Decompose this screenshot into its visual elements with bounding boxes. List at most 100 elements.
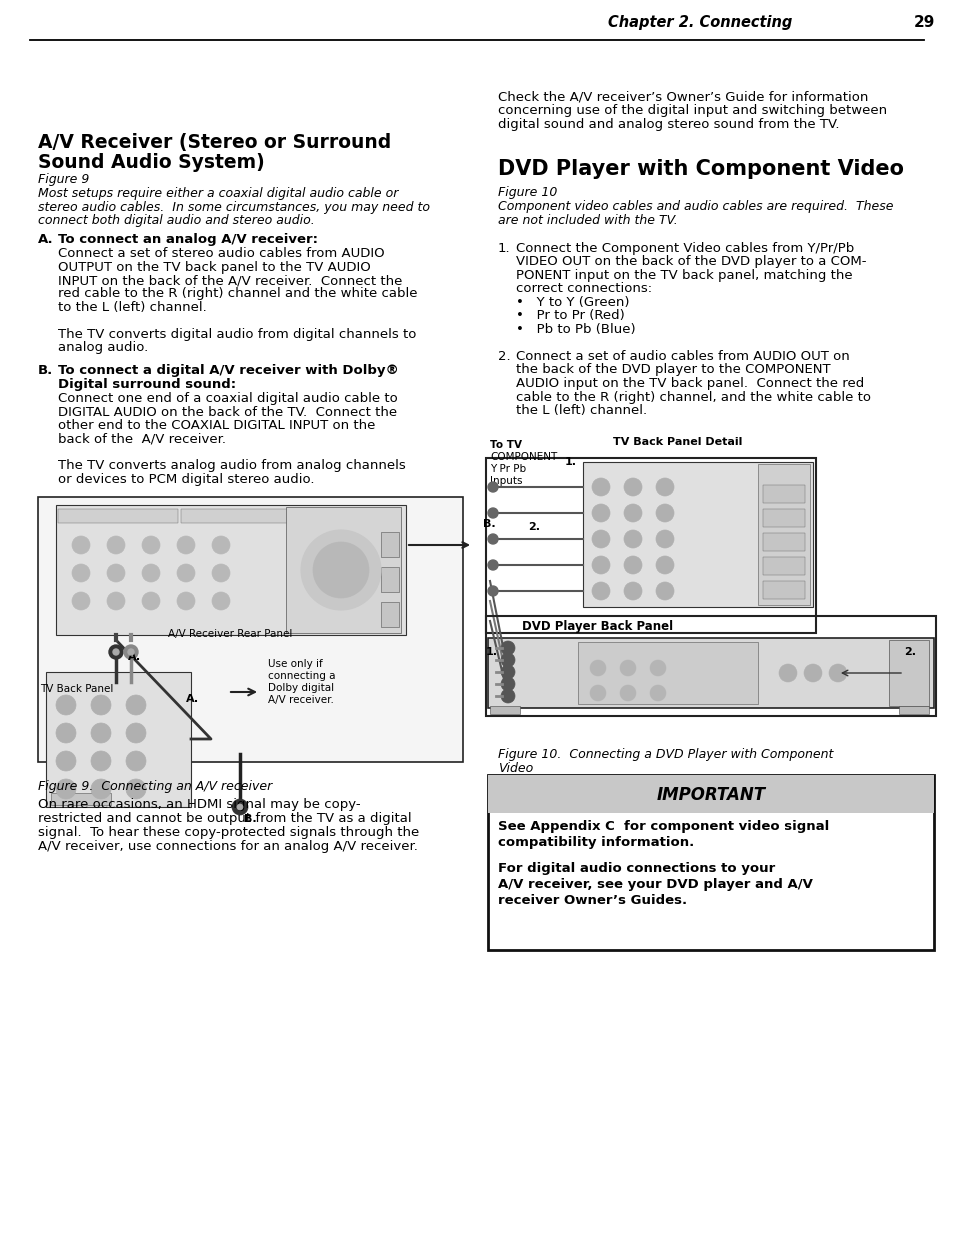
Bar bbox=[582, 462, 812, 606]
Circle shape bbox=[589, 659, 605, 676]
Circle shape bbox=[91, 695, 111, 715]
Text: the back of the DVD player to the COMPONENT: the back of the DVD player to the COMPON… bbox=[516, 363, 830, 377]
Circle shape bbox=[126, 722, 146, 743]
Text: Connect one end of a coaxial digital audio cable to: Connect one end of a coaxial digital aud… bbox=[58, 391, 397, 405]
Text: A/V receiver, use connections for an analog A/V receiver.: A/V receiver, use connections for an ana… bbox=[38, 840, 417, 853]
Text: •   Y to Y (Green): • Y to Y (Green) bbox=[516, 296, 629, 309]
Text: DIGITAL AUDIO on the back of the TV.  Connect the: DIGITAL AUDIO on the back of the TV. Con… bbox=[58, 405, 396, 419]
Text: COMPONENT: COMPONENT bbox=[490, 452, 557, 462]
Bar bbox=[578, 642, 758, 704]
Circle shape bbox=[488, 534, 497, 543]
Text: 1.: 1. bbox=[485, 647, 497, 657]
Text: Sound Audio System): Sound Audio System) bbox=[38, 153, 265, 172]
Circle shape bbox=[619, 685, 636, 701]
Text: The TV converts digital audio from digital channels to: The TV converts digital audio from digit… bbox=[58, 329, 416, 341]
Text: B.: B. bbox=[244, 814, 256, 824]
Circle shape bbox=[212, 564, 230, 582]
Text: 29: 29 bbox=[912, 15, 934, 30]
Text: Figure 9: Figure 9 bbox=[38, 173, 90, 186]
Circle shape bbox=[656, 530, 673, 548]
Bar bbox=[46, 672, 191, 806]
Bar bbox=[762, 580, 804, 599]
Circle shape bbox=[592, 530, 609, 548]
Circle shape bbox=[500, 677, 515, 692]
Circle shape bbox=[623, 504, 641, 522]
Text: A.: A. bbox=[38, 233, 53, 246]
Text: Figure 10: Figure 10 bbox=[497, 186, 557, 199]
Text: IMPORTANT: IMPORTANT bbox=[656, 785, 764, 804]
Text: TV Back Panel Detail: TV Back Panel Detail bbox=[613, 437, 741, 447]
Circle shape bbox=[177, 536, 194, 555]
Text: Use only if: Use only if bbox=[268, 659, 322, 669]
Bar bbox=[488, 776, 933, 950]
Circle shape bbox=[142, 592, 160, 610]
Text: •   Pr to Pr (Red): • Pr to Pr (Red) bbox=[516, 310, 624, 322]
Text: To connect a digital A/V receiver with Dolby®: To connect a digital A/V receiver with D… bbox=[58, 364, 398, 377]
Bar bbox=[485, 458, 815, 634]
Text: A.: A. bbox=[128, 652, 141, 662]
Bar bbox=[762, 557, 804, 576]
Text: Figure 10.  Connecting a DVD Player with Component: Figure 10. Connecting a DVD Player with … bbox=[497, 748, 833, 761]
Text: Y Pr Pb: Y Pr Pb bbox=[490, 464, 525, 474]
Text: stereo audio cables.  In some circumstances, you may need to: stereo audio cables. In some circumstanc… bbox=[38, 200, 430, 214]
Circle shape bbox=[107, 592, 125, 610]
Text: are not included with the TV.: are not included with the TV. bbox=[497, 214, 677, 226]
Circle shape bbox=[177, 564, 194, 582]
Text: •   Pb to Pb (Blue): • Pb to Pb (Blue) bbox=[516, 324, 635, 336]
Text: or devices to PCM digital stereo audio.: or devices to PCM digital stereo audio. bbox=[58, 473, 314, 487]
Text: signal.  To hear these copy-protected signals through the: signal. To hear these copy-protected sig… bbox=[38, 826, 418, 839]
Circle shape bbox=[623, 478, 641, 496]
Text: Check the A/V receiver’s Owner’s Guide for information: Check the A/V receiver’s Owner’s Guide f… bbox=[497, 90, 867, 103]
Text: A/V receiver.: A/V receiver. bbox=[268, 695, 334, 705]
Circle shape bbox=[56, 695, 76, 715]
Bar bbox=[380, 532, 398, 557]
Text: A.: A. bbox=[186, 694, 199, 704]
Circle shape bbox=[128, 650, 133, 655]
Circle shape bbox=[589, 685, 605, 701]
Text: cable to the R (right) channel, and the white cable to: cable to the R (right) channel, and the … bbox=[516, 390, 870, 404]
Text: To TV: To TV bbox=[490, 440, 521, 450]
Circle shape bbox=[500, 689, 515, 703]
Circle shape bbox=[779, 664, 796, 682]
Bar bbox=[58, 509, 178, 522]
Circle shape bbox=[177, 592, 194, 610]
Text: compatibility information.: compatibility information. bbox=[497, 836, 694, 848]
Text: Most setups require either a coaxial digital audio cable or: Most setups require either a coaxial dig… bbox=[38, 186, 398, 200]
Text: Video: Video bbox=[497, 762, 533, 776]
Circle shape bbox=[488, 482, 497, 492]
Bar bbox=[762, 509, 804, 527]
Circle shape bbox=[592, 504, 609, 522]
Circle shape bbox=[236, 804, 243, 810]
Text: connecting a: connecting a bbox=[268, 671, 335, 680]
Text: analog audio.: analog audio. bbox=[58, 342, 148, 354]
Text: restricted and cannot be output from the TV as a digital: restricted and cannot be output from the… bbox=[38, 811, 411, 825]
Circle shape bbox=[91, 779, 111, 799]
Text: TV Back Panel: TV Back Panel bbox=[40, 684, 113, 694]
Circle shape bbox=[313, 542, 369, 598]
Circle shape bbox=[112, 650, 119, 655]
Circle shape bbox=[91, 722, 111, 743]
Text: PONENT input on the TV back panel, matching the: PONENT input on the TV back panel, match… bbox=[516, 269, 852, 282]
Text: Connect a set of audio cables from AUDIO OUT on: Connect a set of audio cables from AUDIO… bbox=[516, 350, 849, 363]
Text: A/V Receiver Rear Panel: A/V Receiver Rear Panel bbox=[168, 629, 292, 638]
Bar bbox=[38, 496, 462, 762]
Text: other end to the COAXIAL DIGITAL INPUT on the: other end to the COAXIAL DIGITAL INPUT o… bbox=[58, 419, 375, 432]
Circle shape bbox=[142, 564, 160, 582]
Circle shape bbox=[71, 536, 90, 555]
Text: concerning use of the digital input and switching between: concerning use of the digital input and … bbox=[497, 104, 886, 117]
Bar bbox=[898, 706, 928, 714]
Text: 2.: 2. bbox=[903, 647, 915, 657]
Text: INPUT on the back of the A/V receiver.  Connect the: INPUT on the back of the A/V receiver. C… bbox=[58, 274, 402, 287]
Circle shape bbox=[126, 751, 146, 771]
Circle shape bbox=[142, 536, 160, 555]
Circle shape bbox=[232, 799, 248, 815]
Text: correct connections:: correct connections: bbox=[516, 283, 652, 295]
Circle shape bbox=[649, 685, 665, 701]
Text: B.: B. bbox=[38, 364, 53, 377]
Text: OUTPUT on the TV back panel to the TV AUDIO: OUTPUT on the TV back panel to the TV AU… bbox=[58, 261, 371, 273]
Circle shape bbox=[91, 751, 111, 771]
Circle shape bbox=[109, 645, 123, 659]
Text: digital sound and analog stereo sound from the TV.: digital sound and analog stereo sound fr… bbox=[497, 119, 839, 131]
Bar bbox=[490, 706, 519, 714]
Circle shape bbox=[126, 779, 146, 799]
